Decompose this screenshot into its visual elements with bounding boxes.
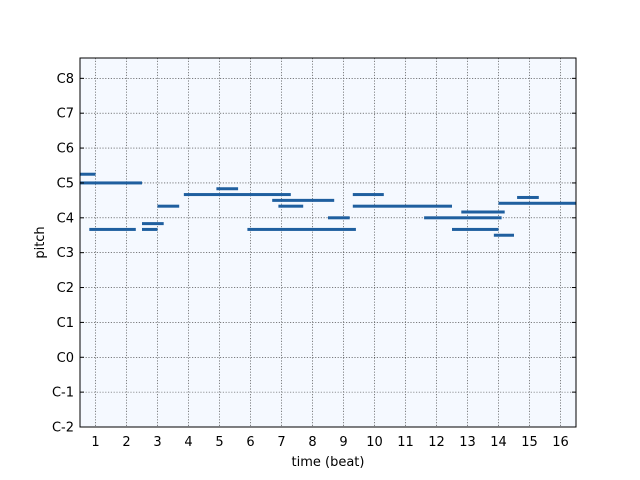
note-bar <box>89 227 136 231</box>
note-bar <box>183 193 291 197</box>
x-axis-label: time (beat) <box>292 455 365 470</box>
note-bar <box>352 193 384 197</box>
y-tick-label: C6 <box>57 142 74 157</box>
note-bar <box>452 227 499 231</box>
note-bar <box>278 204 304 208</box>
y-tick-label: C0 <box>57 351 74 366</box>
note-bar <box>216 187 239 191</box>
x-tick-label: 5 <box>215 435 223 450</box>
x-tick-label: 11 <box>397 435 414 450</box>
x-tick-label: 8 <box>308 435 316 450</box>
x-tick-label: 15 <box>521 435 538 450</box>
note-bar <box>493 233 514 237</box>
x-tick-label: 4 <box>184 435 192 450</box>
y-tick-label: C4 <box>57 211 74 226</box>
note-bar <box>424 216 502 220</box>
note-bar <box>157 204 180 208</box>
x-tick-label: 1 <box>91 435 99 450</box>
y-tick-label: C8 <box>57 72 74 87</box>
notes <box>80 172 576 237</box>
note-bar <box>352 204 452 208</box>
x-tick-label: 7 <box>277 435 285 450</box>
x-tick-label: 3 <box>153 435 161 450</box>
y-tick-label: C3 <box>57 246 74 261</box>
x-tick-label: 10 <box>366 435 383 450</box>
y-tick-label: C-2 <box>52 421 74 436</box>
note-bar <box>461 210 505 214</box>
y-axis-label: pitch <box>33 226 48 258</box>
note-bar <box>498 201 576 205</box>
note-bar <box>328 216 350 220</box>
x-tick-label: 6 <box>246 435 254 450</box>
x-tick-label: 12 <box>428 435 445 450</box>
y-tick-label: C7 <box>57 107 74 122</box>
y-tick-label: C2 <box>57 281 74 296</box>
plot-background <box>80 58 576 427</box>
note-bar <box>80 172 96 176</box>
x-tick-label: 2 <box>122 435 130 450</box>
note-bar <box>272 198 335 202</box>
note-bar <box>142 222 164 226</box>
note-bar <box>517 195 539 199</box>
note-bar <box>80 181 142 185</box>
x-tick-label: 14 <box>490 435 507 450</box>
x-tick-label: 13 <box>459 435 476 450</box>
y-tick-label: C1 <box>57 316 74 331</box>
y-tick-label: C5 <box>57 176 74 191</box>
x-tick-label: 16 <box>552 435 569 450</box>
note-bar <box>247 227 356 231</box>
plot-frame <box>79 57 577 428</box>
x-tick-label: 9 <box>339 435 347 450</box>
y-tick-label: C-1 <box>52 386 74 401</box>
note-bar <box>142 227 158 231</box>
